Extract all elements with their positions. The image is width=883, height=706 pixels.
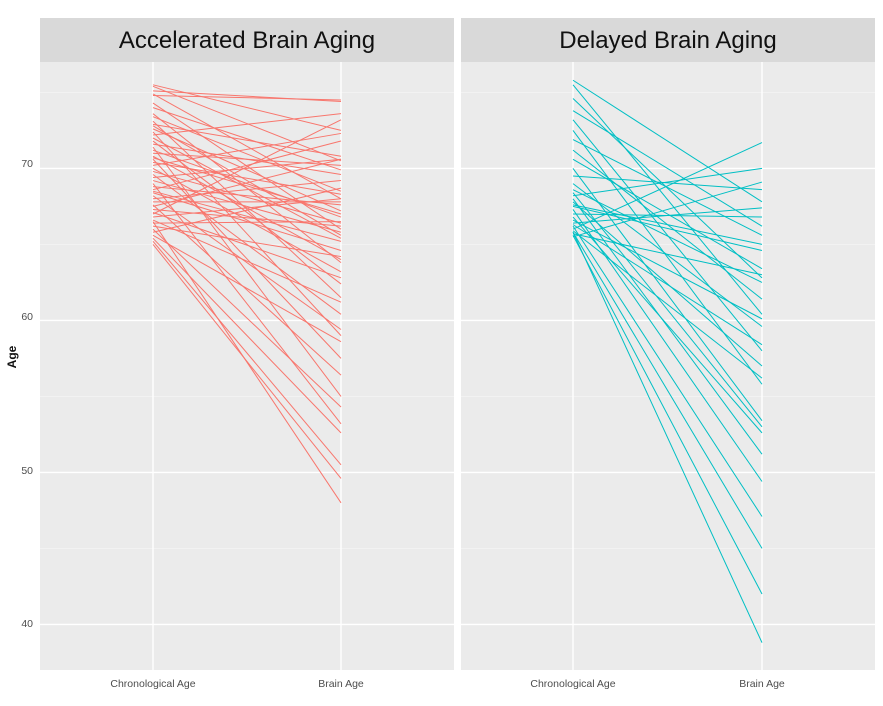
series-line (572, 181, 763, 238)
series-line (572, 231, 763, 549)
strip-background (461, 18, 875, 62)
series-line (572, 192, 763, 428)
series-line (152, 241, 342, 466)
series-line (572, 198, 763, 455)
series-line (572, 205, 763, 251)
series-line (152, 123, 342, 157)
series-line (572, 189, 763, 283)
series-line (152, 120, 342, 298)
series-line (572, 225, 763, 517)
series-line (572, 201, 763, 367)
series-line (572, 139, 763, 236)
series-line (152, 228, 342, 408)
series-line (152, 219, 342, 303)
series-line (572, 142, 763, 230)
panel-accelerated: Accelerated Brain Aging Chronological Ag… (40, 18, 454, 690)
x-tick-label: Chronological Age (530, 678, 615, 690)
series-line (572, 219, 763, 320)
series-line (152, 119, 342, 215)
series-line (152, 192, 342, 251)
series-line (152, 102, 342, 230)
series-line (572, 216, 763, 434)
plot-background (461, 62, 875, 670)
series-line (152, 107, 342, 171)
series-line (152, 140, 342, 285)
plot-background (40, 62, 454, 670)
series-line (152, 158, 342, 179)
series-line (152, 234, 342, 343)
series-line (152, 152, 342, 166)
series-line (152, 198, 342, 218)
series-line (152, 212, 342, 279)
y-tick-label: 40 (21, 618, 33, 630)
series-line (152, 190, 342, 242)
series-line (152, 225, 342, 258)
y-tick-labels: 40 50 60 70 (21, 158, 33, 630)
x-tick-label: Brain Age (318, 678, 364, 690)
series-line (572, 130, 763, 385)
series-line (572, 230, 763, 379)
series-line (152, 221, 342, 224)
panel-title: Delayed Brain Aging (559, 27, 776, 54)
series-line (572, 84, 763, 315)
series-line (152, 113, 342, 136)
x-tick-label: Chronological Age (110, 678, 195, 690)
series-line (152, 157, 342, 215)
series-line (152, 208, 342, 227)
series-line (152, 93, 342, 200)
series-line (152, 221, 342, 504)
series-line (572, 233, 763, 276)
series-line (152, 128, 342, 212)
series-line (572, 119, 763, 352)
series-line (152, 180, 342, 200)
series-line (572, 207, 763, 224)
series-line (152, 125, 342, 236)
series-line (152, 158, 342, 359)
series-line (152, 140, 342, 191)
series-line (152, 195, 342, 330)
series-line (572, 79, 763, 203)
series-line (152, 170, 342, 224)
series-line (152, 149, 342, 218)
gridlines (461, 62, 875, 670)
panel-title: Accelerated Brain Aging (119, 27, 375, 54)
series-line (152, 167, 342, 273)
strip-background (40, 18, 454, 62)
series-line (572, 224, 763, 346)
series-line (572, 175, 763, 191)
series-line (572, 110, 763, 227)
series-line (572, 98, 763, 279)
series-line (572, 204, 763, 245)
series-line (152, 132, 342, 166)
panel-delayed: Delayed Brain Aging Chronological Age Br… (461, 18, 875, 690)
series-line (572, 158, 763, 270)
y-tick-label: 50 (21, 465, 33, 477)
y-tick-label: 70 (21, 158, 33, 170)
series-line (572, 167, 763, 197)
series-line (572, 232, 763, 643)
series-line (152, 187, 342, 233)
series-line (572, 235, 763, 595)
series-line (152, 237, 342, 434)
y-axis-title: Age (5, 345, 19, 368)
series-line (152, 131, 342, 336)
series-line (152, 94, 342, 101)
x-tick-label: Brain Age (739, 678, 785, 690)
series-line (152, 90, 342, 103)
y-tick-label: 60 (21, 311, 33, 323)
series-lines (152, 84, 342, 504)
series-line (152, 85, 342, 162)
series-line (572, 168, 763, 422)
series-lines (572, 79, 763, 643)
